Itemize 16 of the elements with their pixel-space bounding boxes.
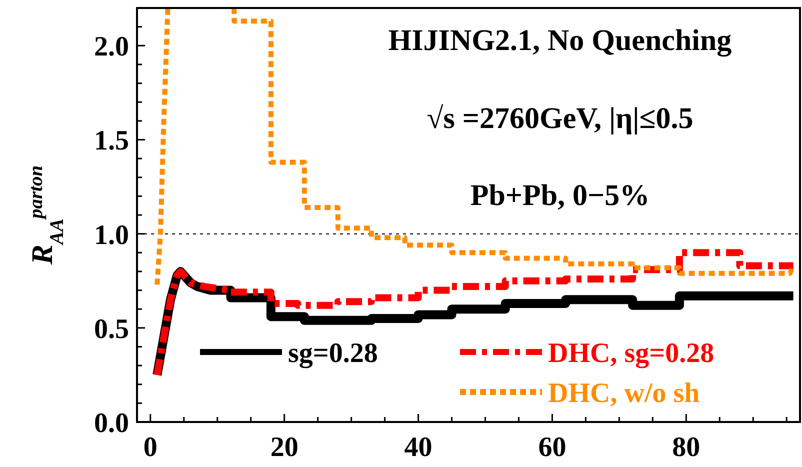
legend-label: DHC, w/o sh — [548, 378, 700, 409]
x-tick-label: 40 — [404, 432, 432, 463]
annotation: √s =2760GeV, |η|≤0.5 — [426, 102, 694, 135]
y-tick-label: 1.0 — [94, 220, 129, 251]
y-tick-label: 0.5 — [94, 314, 129, 345]
annotation: Pb+Pb, 0−5% — [470, 179, 650, 212]
legend-label: sg=0.28 — [288, 338, 378, 369]
y-tick-label: 0.0 — [94, 408, 129, 439]
legend-label: DHC, sg=0.28 — [548, 338, 714, 369]
annotation: HIJING2.1, No Quenching — [388, 24, 732, 57]
x-tick-label: 20 — [270, 432, 298, 463]
y-tick-label: 2.0 — [94, 32, 129, 63]
x-tick-label: 60 — [538, 432, 566, 463]
y-tick-label: 1.5 — [94, 126, 129, 157]
x-tick-label: 80 — [672, 432, 700, 463]
x-tick-label: 0 — [143, 432, 158, 463]
